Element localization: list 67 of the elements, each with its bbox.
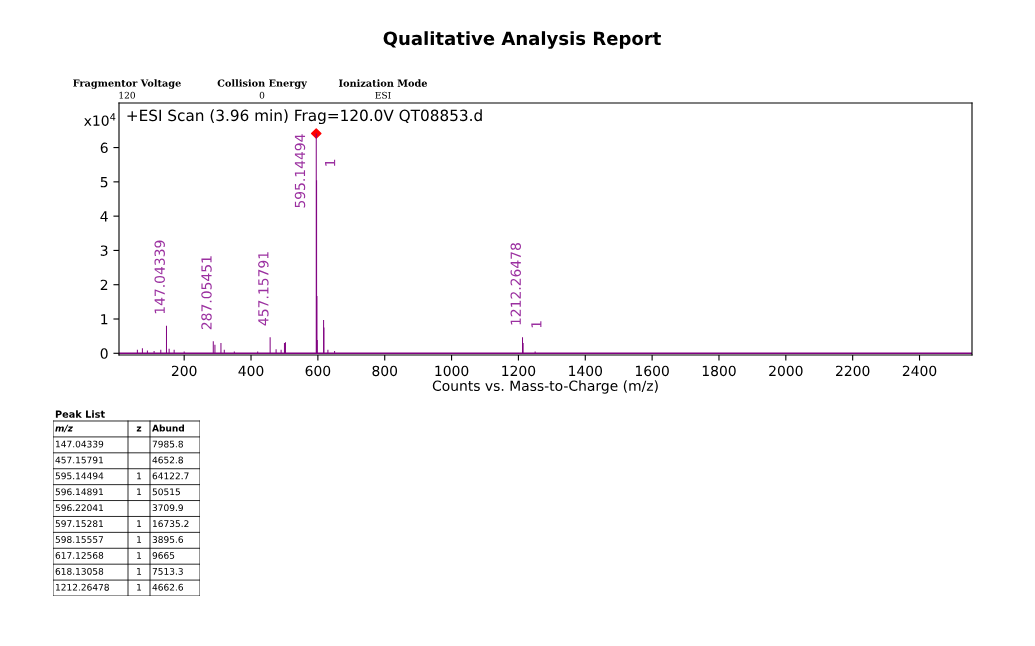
text: 0	[259, 91, 265, 99]
category-label: 597.15281	[55, 520, 103, 528]
annotation: 147.04339	[154, 240, 165, 314]
y-tick-label: 3	[100, 245, 108, 256]
text: Fragmentor Voltage	[73, 79, 181, 89]
x-tick-label: 1400	[569, 365, 603, 377]
data-label: 7985.8	[152, 440, 183, 448]
category-label: 1212.26478	[55, 583, 109, 591]
y-tick-label: 6	[100, 142, 108, 154]
text: ESI	[375, 91, 391, 99]
x-tick-label: 600	[305, 365, 331, 377]
text: 120	[119, 91, 136, 99]
data-label: 1	[137, 552, 142, 559]
data-label: 64122.7	[152, 472, 189, 480]
data-label: 7513.3	[152, 567, 183, 575]
data-label: 1	[137, 488, 142, 496]
x-tick-label: 2200	[836, 365, 870, 377]
x-tick-label: 1000	[435, 365, 469, 377]
y-tick-label: 2	[100, 279, 108, 290]
text: Peak List	[55, 410, 105, 418]
category-label: 147.04339	[55, 440, 104, 448]
text: Collision Energy	[217, 79, 308, 89]
x-tick-label: 2400	[902, 365, 937, 377]
chart-title: Qualitative Analysis Report	[383, 31, 661, 49]
x-tick-label: 800	[372, 365, 398, 377]
data-label: 3709.9	[152, 504, 183, 512]
annotation: 1212.26478	[510, 243, 521, 325]
x-axis-title: Counts vs. Mass-to-Charge (m/z)	[432, 380, 658, 394]
data-label: 9665	[152, 552, 175, 559]
y-tick-label: 4	[100, 211, 108, 222]
category-label: 595.14494	[55, 472, 104, 480]
x-tick-label: 2000	[769, 365, 803, 377]
category-label: 598.15557	[55, 536, 104, 543]
category-label: 617.12568	[55, 552, 104, 559]
data-label: 1	[137, 568, 142, 575]
data-label: 16735.2	[152, 520, 189, 528]
annotation: 595.14494	[294, 134, 306, 208]
annotation: 1	[325, 159, 336, 166]
text: z	[136, 426, 142, 432]
text: m/z	[55, 424, 73, 433]
x-tick-label: 200	[171, 365, 197, 377]
annotation: 1	[531, 321, 542, 328]
x-tick-label: 1600	[635, 365, 669, 377]
annotation: 287.05451	[201, 256, 212, 330]
y-tick-label: 1	[101, 314, 108, 325]
data-label: 4662.6	[152, 583, 184, 591]
data-label: 1	[137, 583, 142, 591]
data-label: 1	[137, 520, 142, 527]
y-axis-title: x10$^{4}$	[84, 113, 116, 126]
category-label: 618.13058	[55, 567, 104, 575]
y-tick-label: 5	[100, 177, 108, 188]
x-tick-label: 400	[238, 365, 264, 377]
data-label: 3895.6	[152, 536, 184, 543]
annotation: 457.15791	[258, 252, 269, 326]
category-label: 596.14891	[55, 488, 103, 496]
x-tick-label: 1800	[702, 365, 736, 377]
data-label: 1	[137, 472, 142, 480]
data-label: 4652.8	[152, 456, 183, 464]
data-label: 1	[137, 536, 142, 543]
y-tick-label: 0	[100, 348, 108, 359]
category-label: 596.22041	[55, 504, 103, 512]
chart-subtitle: +ESI Scan (3.96 min) Frag=120.0V QT08853.d	[127, 109, 482, 125]
category-label: 457.15791	[55, 456, 103, 464]
data-label: 50515	[152, 488, 180, 496]
text: Abund	[152, 424, 185, 432]
text: Ionization Mode	[338, 79, 428, 87]
x-tick-label: 1200	[502, 365, 536, 377]
